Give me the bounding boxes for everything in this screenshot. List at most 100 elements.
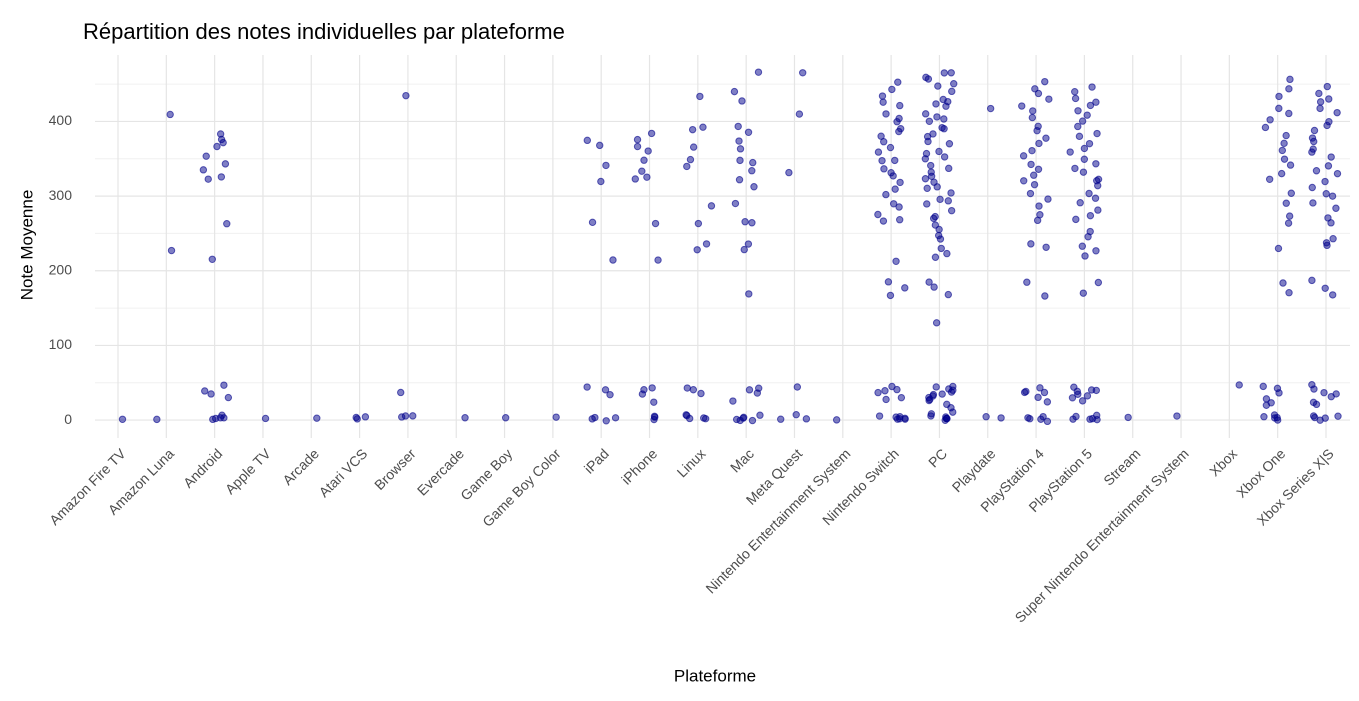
point <box>1282 131 1290 140</box>
point <box>1235 381 1243 389</box>
point <box>792 410 800 419</box>
point <box>1076 199 1084 207</box>
point <box>940 115 948 123</box>
point <box>1079 289 1088 297</box>
point <box>886 291 895 300</box>
point <box>1080 155 1089 163</box>
point <box>1285 212 1294 220</box>
point <box>886 143 895 152</box>
point <box>937 244 945 253</box>
point <box>702 240 711 248</box>
point <box>942 102 950 110</box>
point <box>583 136 592 145</box>
point <box>707 202 716 210</box>
point <box>949 408 957 416</box>
point <box>1045 95 1053 103</box>
point <box>933 113 941 121</box>
point <box>882 190 890 199</box>
point <box>875 412 884 420</box>
point <box>1312 400 1321 409</box>
point <box>1084 233 1092 241</box>
point <box>925 278 933 286</box>
x-tick-label: PC <box>925 445 950 470</box>
point <box>947 69 955 77</box>
point <box>1309 199 1317 207</box>
point <box>602 417 610 425</box>
x-tick-label: Super Nintendo Entertainment System <box>1012 445 1192 625</box>
x-tick-label: Xbox <box>1206 445 1240 479</box>
point <box>588 415 596 423</box>
point <box>1092 98 1100 106</box>
point <box>633 142 642 151</box>
x-tick-label: Atari VCS <box>316 445 371 500</box>
point <box>930 283 938 291</box>
point <box>923 184 931 193</box>
point <box>1327 219 1335 227</box>
point <box>689 386 698 394</box>
point <box>893 385 901 394</box>
point <box>1019 152 1028 160</box>
point <box>884 278 893 286</box>
point <box>1080 144 1089 153</box>
point <box>1088 414 1097 423</box>
point <box>738 97 746 105</box>
chart-title: Répartition des notes individuelles par … <box>83 19 565 44</box>
point <box>1124 413 1132 422</box>
point <box>1323 241 1331 250</box>
point <box>802 415 811 423</box>
point <box>897 393 906 402</box>
point <box>1085 139 1094 148</box>
point <box>940 69 948 77</box>
point <box>793 383 802 391</box>
point <box>1023 278 1031 286</box>
point <box>1285 289 1293 297</box>
point <box>878 92 887 100</box>
point <box>683 384 691 392</box>
point <box>1034 89 1043 98</box>
point <box>699 123 707 131</box>
point <box>1035 202 1043 210</box>
point <box>397 388 405 397</box>
point <box>948 87 956 96</box>
point <box>1275 104 1283 113</box>
point <box>894 78 902 86</box>
point <box>1173 412 1181 420</box>
point <box>1030 180 1039 189</box>
point <box>651 219 660 228</box>
point <box>1034 393 1042 402</box>
point <box>583 383 591 391</box>
point <box>879 98 887 106</box>
point <box>201 387 209 395</box>
point <box>1286 161 1295 169</box>
point <box>1315 89 1323 98</box>
point <box>1026 189 1035 198</box>
point <box>882 395 890 404</box>
point <box>1041 292 1049 300</box>
point <box>643 173 651 181</box>
point <box>220 381 228 389</box>
point <box>745 290 753 298</box>
point <box>1310 126 1319 135</box>
point <box>1074 390 1082 398</box>
point <box>640 156 648 164</box>
point <box>947 206 956 215</box>
point <box>927 412 935 420</box>
point <box>1033 126 1041 135</box>
point <box>552 413 560 421</box>
point <box>740 245 748 254</box>
point <box>693 246 701 254</box>
point <box>1316 104 1324 113</box>
point <box>889 172 897 180</box>
point <box>927 161 935 170</box>
point <box>224 393 233 402</box>
point <box>1071 88 1079 96</box>
point <box>1018 102 1026 110</box>
point <box>879 217 888 225</box>
point <box>1086 211 1095 220</box>
point <box>874 148 883 156</box>
point <box>601 386 610 394</box>
point <box>648 384 656 392</box>
point <box>874 388 882 397</box>
point <box>409 412 417 420</box>
point <box>688 125 697 134</box>
